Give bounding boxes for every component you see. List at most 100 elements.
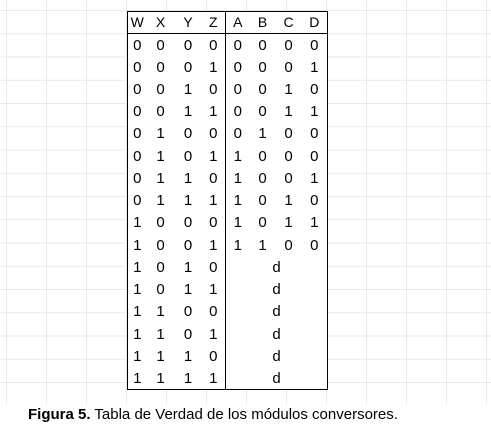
input-cell: 0 <box>133 147 142 165</box>
output-cell: 0 <box>233 36 242 54</box>
input-cell: 0 <box>201 33 226 56</box>
header-z: Z <box>201 11 226 35</box>
output-cell: 0 <box>284 36 293 54</box>
output-cell: 1 <box>258 125 267 143</box>
input-cell: 0 <box>201 167 226 190</box>
output-cell: 0 <box>233 103 242 121</box>
input-cell: 1 <box>183 281 193 299</box>
input-cell: 1 <box>183 369 193 387</box>
input-cell: 0 <box>183 214 193 232</box>
input-cell: 0 <box>156 80 165 98</box>
input-cell: 0 <box>133 125 142 143</box>
input-cell: 1 <box>156 147 165 165</box>
input-cell: 0 <box>156 58 165 76</box>
input-cell: 0 <box>183 325 193 343</box>
input-cell: 1 <box>133 325 142 343</box>
output-cell: 1 <box>284 192 293 210</box>
input-cell: 0 <box>183 236 193 254</box>
output-cell: 0 <box>284 236 293 254</box>
header-d: D <box>301 11 328 35</box>
input-cell: 0 <box>133 80 142 98</box>
dont-care-cell: d <box>272 258 281 276</box>
input-cell: 1 <box>156 347 165 365</box>
input-cell: 1 <box>156 369 165 387</box>
input-cell: 0 <box>133 192 142 210</box>
output-cell: 0 <box>284 58 293 76</box>
input-cell: 1 <box>201 278 226 301</box>
output-cell: 1 <box>310 58 319 76</box>
input-cell: 1 <box>133 236 142 254</box>
output-cell: 1 <box>258 236 267 254</box>
header-y: Y <box>174 11 202 35</box>
input-cell: 1 <box>183 347 193 365</box>
header-row: W X Y Z A B C D <box>127 11 328 35</box>
input-cell: 1 <box>133 369 142 387</box>
output-cell: 1 <box>284 103 293 121</box>
output-cell: 1 <box>310 214 319 232</box>
input-cell: 0 <box>133 103 142 121</box>
input-cell: 0 <box>183 58 193 76</box>
input-cell: 0 <box>201 211 226 234</box>
input-cell: 1 <box>156 192 165 210</box>
input-cell: 0 <box>133 58 142 76</box>
input-cell: 0 <box>201 345 226 368</box>
input-cell: 1 <box>133 303 142 321</box>
header-c: C <box>275 11 302 35</box>
input-cell: 0 <box>156 36 165 54</box>
output-cell: 0 <box>310 236 319 254</box>
input-cell: 0 <box>156 236 165 254</box>
output-cell: 0 <box>310 147 319 165</box>
input-cell: 0 <box>183 36 193 54</box>
output-cell: 0 <box>258 169 267 187</box>
input-cell: 1 <box>201 189 226 212</box>
input-cell: 1 <box>133 347 142 365</box>
caption-text: Tabla de Verdad de los módulos conversor… <box>90 406 398 423</box>
output-cell: 0 <box>284 169 293 187</box>
input-cell: 0 <box>183 125 193 143</box>
output-cell: 0 <box>310 192 319 210</box>
output-cell: 0 <box>258 192 267 210</box>
input-cell: 1 <box>201 367 226 390</box>
output-cell: 0 <box>233 58 242 76</box>
output-cell: 1 <box>233 214 242 232</box>
input-cell: 1 <box>201 145 226 168</box>
figure-caption: Figura 5. Tabla de Verdad de los módulos… <box>28 406 398 423</box>
output-cell: 1 <box>284 214 293 232</box>
dont-care-cell: d <box>272 325 281 343</box>
input-cell: 0 <box>156 258 165 276</box>
output-cell: 0 <box>258 214 267 232</box>
input-cell: 0 <box>183 303 193 321</box>
input-cell: 0 <box>201 122 226 145</box>
header-b: B <box>249 11 276 35</box>
output-cell: 0 <box>258 103 267 121</box>
input-cell: 1 <box>201 100 226 123</box>
output-cell: 1 <box>233 192 242 210</box>
input-cell: 1 <box>156 169 165 187</box>
output-cell: 0 <box>258 58 267 76</box>
output-cell: 0 <box>310 80 319 98</box>
header-w: W <box>127 11 147 35</box>
dont-care-cell: d <box>272 303 281 321</box>
input-cell: 1 <box>133 214 142 232</box>
output-cell: 0 <box>258 147 267 165</box>
input-cell: 1 <box>183 103 193 121</box>
output-cell: 1 <box>310 103 319 121</box>
output-cell: 0 <box>258 80 267 98</box>
dont-care-cell: d <box>272 347 281 365</box>
caption-label: Figura 5. <box>28 406 91 423</box>
